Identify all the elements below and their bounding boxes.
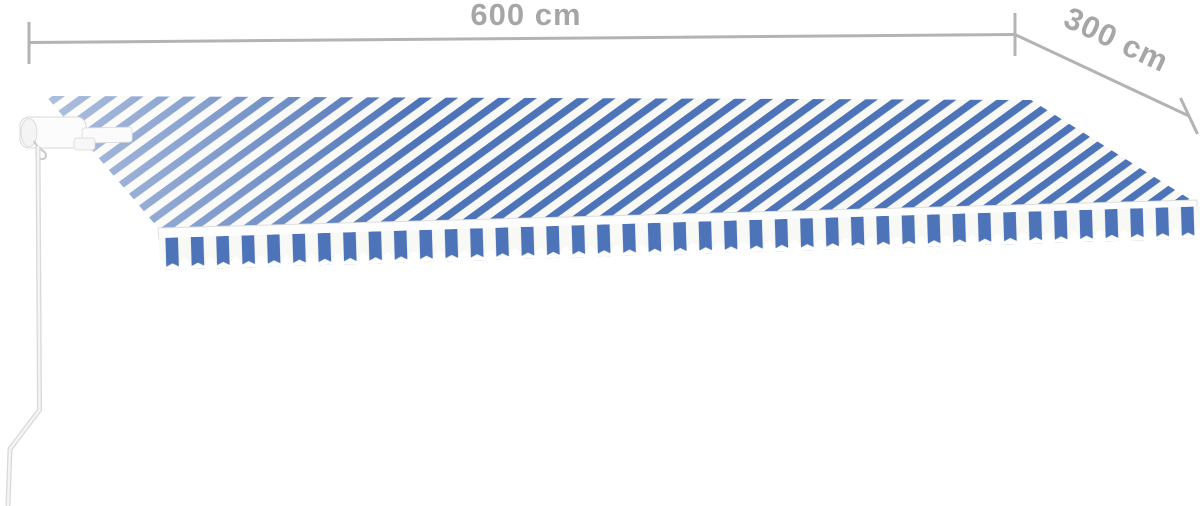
cassette-end-cap bbox=[20, 118, 38, 147]
depth-dimension-label: 300 cm bbox=[1059, 0, 1174, 79]
cassette-assembly bbox=[19, 116, 133, 161]
depth-dimension-tick-end bbox=[1179, 97, 1199, 135]
pole-outline bbox=[5, 145, 42, 506]
canopy-highlight bbox=[46, 96, 1196, 236]
gear-box bbox=[73, 137, 96, 151]
depth-dimension-line bbox=[1015, 33, 1190, 118]
valance-strip bbox=[159, 206, 1200, 270]
valance bbox=[159, 206, 1200, 270]
support-pole bbox=[5, 145, 42, 506]
width-dimension-label: 600 cm bbox=[470, 0, 581, 32]
awning-canopy bbox=[46, 96, 1196, 236]
pole-core bbox=[6, 145, 41, 506]
width-dimension-line bbox=[28, 33, 1016, 44]
width-dimension: 600 cm bbox=[27, 0, 1017, 64]
